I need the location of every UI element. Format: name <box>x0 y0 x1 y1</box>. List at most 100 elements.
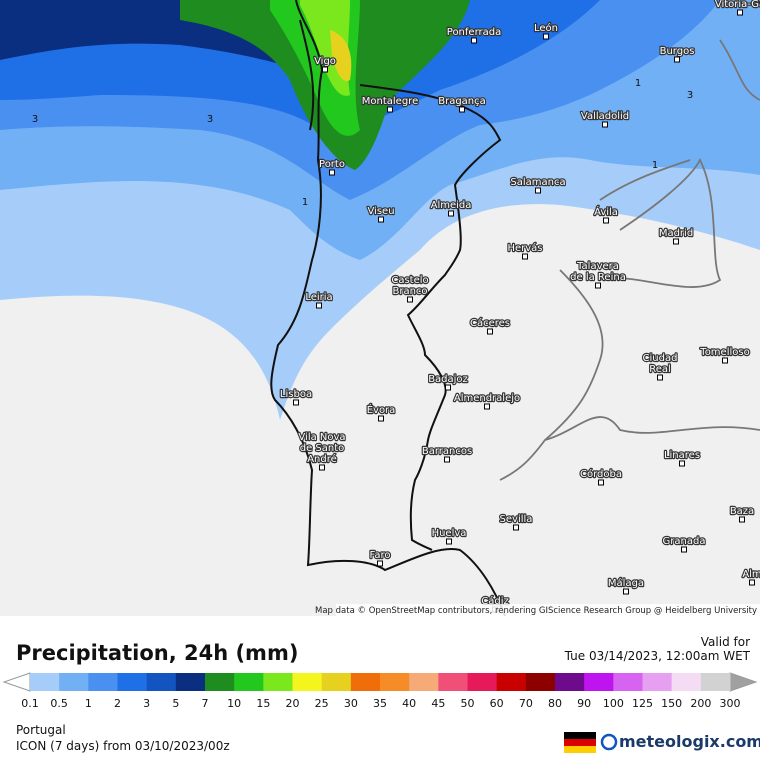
legend-swatch <box>263 673 293 691</box>
legend-swatch <box>584 673 614 691</box>
map: Vitoria-Ga León Ponferrada Vigo Burgos Montal… <box>0 0 760 616</box>
city-marker <box>595 282 601 289</box>
city-label: Tomelloso <box>699 347 749 358</box>
city-label: Sevilla <box>500 514 533 525</box>
city-marker <box>535 187 541 194</box>
legend-swatch <box>380 673 410 691</box>
legend-swatch <box>409 673 439 691</box>
city-label: Salamanca <box>510 177 565 188</box>
brand: meteologix.com <box>619 732 760 751</box>
city-marker <box>329 169 335 176</box>
city-marker <box>598 479 604 486</box>
city-marker <box>459 106 465 113</box>
legend-swatch <box>671 673 702 691</box>
legend-label: 70 <box>519 697 533 710</box>
legend-swatch <box>117 673 148 691</box>
city-label: Huelva <box>432 528 467 539</box>
city-label: Real <box>649 364 671 375</box>
precip-25 <box>330 30 352 81</box>
city-marker <box>603 217 609 224</box>
legend-swatch <box>555 673 585 691</box>
legend-arrow-left <box>2 672 31 692</box>
city-marker <box>322 66 328 73</box>
region-border <box>499 39 760 481</box>
attribution: Map data © OpenStreetMap contributors, r… <box>315 606 757 616</box>
city-label: Faro <box>370 550 391 561</box>
city-label: Baza <box>730 506 754 517</box>
city-label: Madrid <box>659 228 693 239</box>
city-label: Cáceres <box>470 317 510 329</box>
legend-label: 5 <box>172 697 179 710</box>
footer: Precipitation, 24h (mm) Valid for Tue 03… <box>2 635 760 753</box>
contour-label: 1 <box>302 197 308 208</box>
legend-swatch <box>88 673 118 691</box>
city-marker <box>293 399 299 406</box>
legend-swatch <box>292 673 323 691</box>
legend-swatch <box>642 673 673 691</box>
city-label: Burgos <box>660 46 695 57</box>
city-marker <box>737 9 743 16</box>
city-marker <box>679 460 685 467</box>
legend-label: 2 <box>114 697 121 710</box>
legend-swatch <box>175 673 206 691</box>
legend-swatch <box>467 673 498 691</box>
city-marker <box>444 456 450 463</box>
city-label: Badajoz <box>428 374 468 385</box>
legend-label: 90 <box>577 697 591 710</box>
title: Precipitation, 24h (mm) <box>16 641 298 665</box>
legend-label: 30 <box>344 697 358 710</box>
national-border <box>299 19 502 551</box>
city-marker <box>657 374 663 381</box>
city-marker <box>446 538 452 545</box>
city-label: Bragança <box>438 96 486 107</box>
legend-label: 1 <box>85 697 92 710</box>
city-label: Ponferrada <box>447 27 501 38</box>
legend-swatch <box>146 673 177 691</box>
city-marker <box>316 302 322 309</box>
city-marker <box>749 579 755 586</box>
city-marker <box>484 403 490 410</box>
legend-swatch <box>30 673 60 691</box>
contour-label: 3 <box>207 114 213 125</box>
city-marker <box>673 238 679 245</box>
city-marker <box>387 106 393 113</box>
city-marker <box>319 464 325 471</box>
city-label: Porto <box>319 159 345 170</box>
legend-swatch <box>321 673 352 691</box>
city-label: Lisboa <box>280 389 312 400</box>
city-label: de la Reina <box>570 272 626 283</box>
legend-label: 60 <box>490 697 504 710</box>
city-label: Barrancos <box>422 446 472 457</box>
legend-swatch <box>525 673 556 691</box>
city-marker <box>739 516 745 523</box>
city-label: Córdoba <box>580 468 622 480</box>
legend-label: 45 <box>431 697 445 710</box>
legend-label: 20 <box>286 697 300 710</box>
city-label: León <box>534 22 558 34</box>
legend-swatch <box>438 673 468 691</box>
city-label: Ávila <box>594 205 618 218</box>
city-label: Évora <box>367 403 396 416</box>
city-label: Alm <box>742 569 760 580</box>
city-label: Leiria <box>305 292 332 303</box>
legend-swatch <box>234 673 264 691</box>
legend-label: 3 <box>143 697 150 710</box>
coastline <box>270 0 506 616</box>
model: ICON (7 days) from 03/10/2023/00z <box>16 739 230 753</box>
legend-label: 300 <box>720 697 741 710</box>
city-label: Vila Nova <box>298 432 345 443</box>
city-label: André <box>307 453 337 465</box>
contour-label: 3 <box>687 90 693 101</box>
city-marker <box>448 210 454 217</box>
city-label: Almendralejo <box>454 393 520 404</box>
city-label: Talavera <box>576 261 619 272</box>
legend-label: 25 <box>315 697 329 710</box>
city-marker <box>445 384 451 391</box>
logo <box>600 733 618 751</box>
legend-label: 0.1 <box>21 697 39 710</box>
city-label: Vitoria-Ga <box>715 0 760 10</box>
legend-label: 40 <box>402 697 416 710</box>
city-marker <box>378 415 384 422</box>
city-marker <box>513 524 519 531</box>
